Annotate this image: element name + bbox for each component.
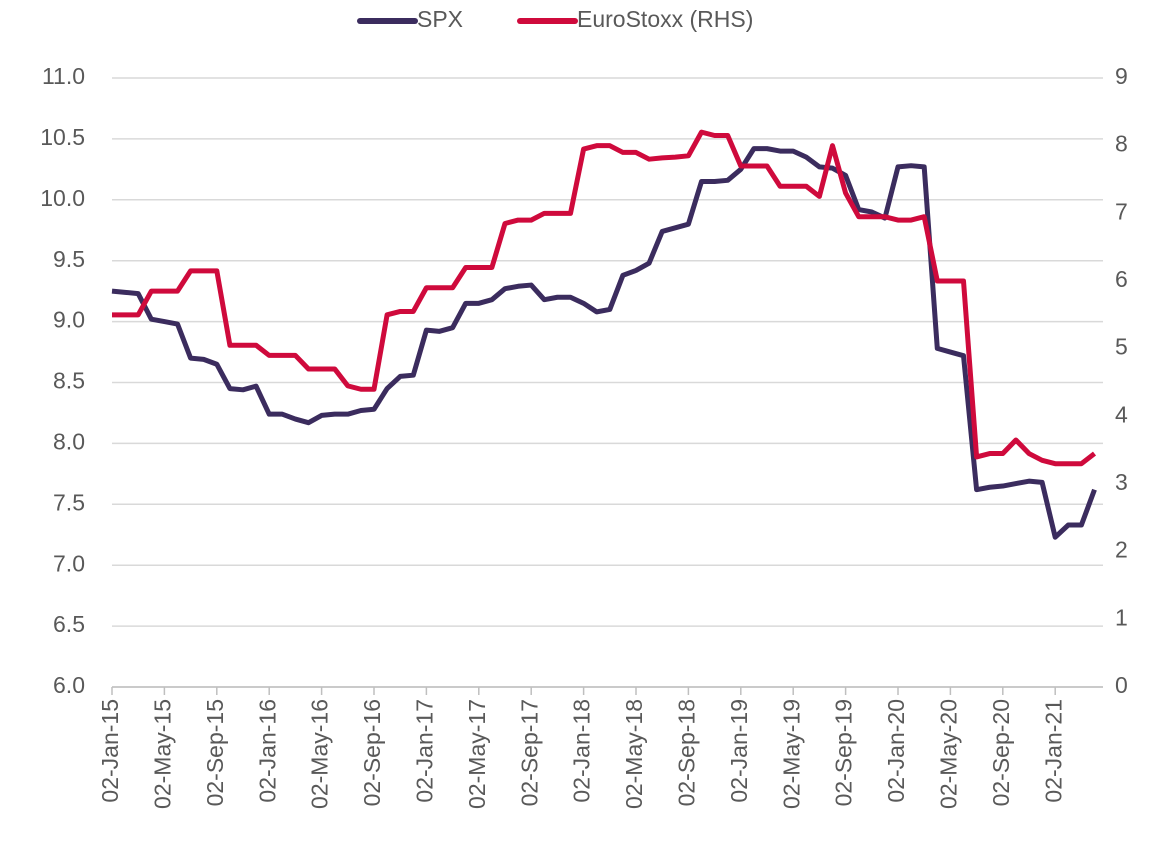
y2-tick-label: 4 xyxy=(1115,401,1128,427)
y-tick-label: 9.0 xyxy=(53,307,85,333)
x-tick-label: 02-Sep-18 xyxy=(673,699,699,806)
x-tick-label: 02-Jan-18 xyxy=(569,699,595,803)
y-tick-label: 6.5 xyxy=(53,611,85,637)
y2-tick-label: 9 xyxy=(1115,63,1128,89)
legend-label: EuroStoxx (RHS) xyxy=(577,6,753,32)
y-tick-label: 9.5 xyxy=(53,246,85,272)
y2-tick-label: 8 xyxy=(1115,131,1128,157)
x-tick-label: 02-Jan-17 xyxy=(411,699,437,803)
x-tick-label: 02-Sep-16 xyxy=(359,699,385,806)
series-line xyxy=(112,129,1097,467)
y2-tick-label: 7 xyxy=(1115,198,1128,224)
x-tick-label: 02-Jan-20 xyxy=(883,699,909,803)
x-tick-label: 02-Sep-17 xyxy=(516,699,542,806)
y-tick-label: 8.0 xyxy=(53,428,85,454)
y-tick-label: 10.0 xyxy=(40,185,85,211)
x-tick-label: 02-Jan-16 xyxy=(254,699,280,803)
y2-tick-label: 2 xyxy=(1115,537,1128,563)
x-tick-label: 02-May-15 xyxy=(149,699,175,809)
y-tick-label: 7.0 xyxy=(53,550,85,576)
y-tick-label: 8.5 xyxy=(53,368,85,394)
x-tick-label: 02-Sep-15 xyxy=(202,699,228,806)
y2-tick-label: 3 xyxy=(1115,469,1128,495)
x-tick-label: 02-May-17 xyxy=(464,699,490,809)
x-tick-label: 02-May-18 xyxy=(621,699,647,809)
y-tick-label: 7.5 xyxy=(53,489,85,515)
y2-tick-label: 0 xyxy=(1115,672,1128,698)
y2-tick-label: 6 xyxy=(1115,266,1128,292)
legend-label: SPX xyxy=(417,6,463,32)
x-tick-label: 02-Sep-20 xyxy=(988,699,1014,806)
x-tick-label: 02-Jan-15 xyxy=(97,699,123,803)
y-tick-label: 6.0 xyxy=(53,672,85,698)
x-tick-label: 02-Jan-21 xyxy=(1040,699,1066,803)
y2-tick-label: 5 xyxy=(1115,334,1128,360)
x-tick-label: 02-May-16 xyxy=(307,699,333,809)
x-tick-label: 02-Sep-19 xyxy=(831,699,857,806)
y-tick-label: 11.0 xyxy=(42,63,85,89)
x-tick-label: 02-May-19 xyxy=(778,699,804,809)
x-tick-label: 02-Jan-19 xyxy=(726,699,752,803)
x-tick-label: 02-May-20 xyxy=(935,699,961,809)
y2-tick-label: 1 xyxy=(1115,604,1128,630)
y-tick-label: 10.5 xyxy=(40,124,85,150)
series-line xyxy=(111,146,1097,540)
